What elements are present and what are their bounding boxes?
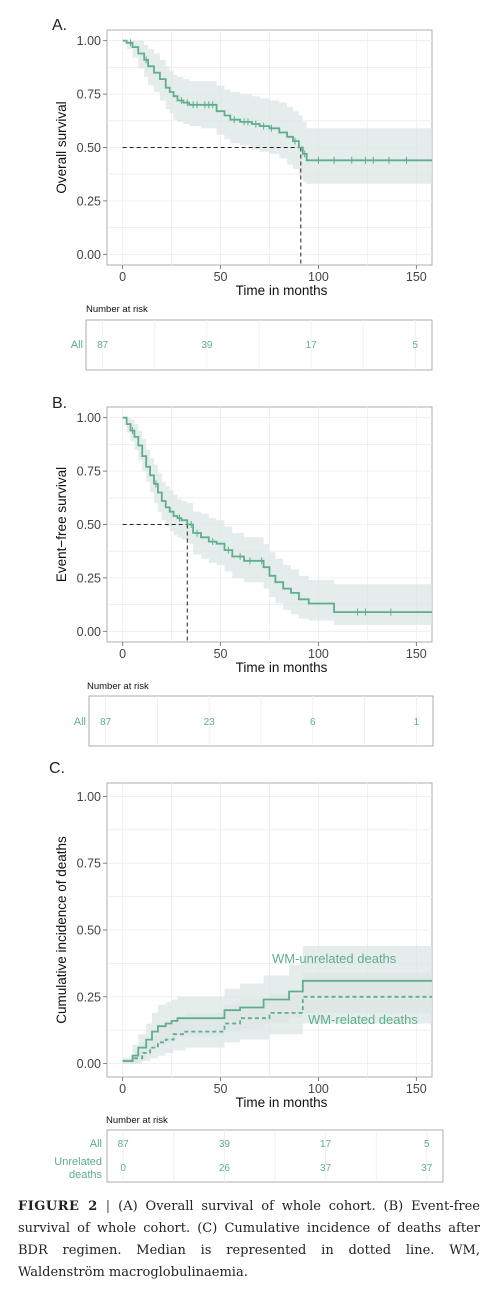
y-tick-label: 0.00: [77, 1057, 101, 1071]
risk-value: 17: [320, 1139, 332, 1150]
x-tick-label: 0: [119, 270, 126, 284]
y-axis-title: Event−free survival: [54, 467, 69, 582]
risk-value: 87: [118, 1139, 130, 1150]
series-line-1: [122, 39, 432, 162]
series-line-1: [122, 416, 432, 613]
x-tick-label: 150: [406, 647, 427, 661]
series-label-wm-related: WM-related deaths: [308, 1012, 418, 1027]
panel-label: C.: [49, 760, 65, 777]
x-axis-title: Time in months: [236, 283, 328, 298]
risk-table-title: Number at risk: [106, 1115, 168, 1126]
x-tick-label: 100: [308, 647, 329, 661]
chart-panel-3: C. WM-unrelated deaths WM-related deaths 0.…: [49, 760, 444, 1183]
y-tick-label: 0.50: [77, 924, 101, 938]
y-tick-label: 0.75: [77, 465, 101, 479]
risk-value: 39: [201, 340, 213, 351]
risk-row-label: All: [71, 339, 83, 351]
risk-row-label: Unrelated: [54, 1156, 102, 1168]
risk-row-label: deaths: [69, 1169, 103, 1181]
y-tick-label: 0.75: [77, 857, 101, 871]
y-axis-title: Cumulative incidence of deaths: [54, 836, 69, 1024]
risk-value: 17: [306, 340, 318, 351]
risk-value: 87: [100, 717, 112, 728]
figure-separator: |: [105, 1199, 111, 1214]
y-tick-label: 0.25: [77, 571, 101, 585]
risk-value: 5: [424, 1139, 430, 1150]
risk-table-title: Number at risk: [87, 681, 149, 692]
risk-table-title: Number at risk: [86, 304, 148, 315]
y-tick-label: 0.00: [77, 248, 101, 262]
risk-value: 23: [204, 717, 216, 728]
x-tick-label: 0: [119, 1082, 126, 1096]
chart-panel-1: A. 0.00 0.25 0.50 0.75 1.00 0 50 100 150 Time in m…: [52, 17, 433, 371]
confidence-band-2: [122, 972, 432, 1064]
x-tick-label: 50: [214, 647, 228, 661]
y-tick-label: 1.00: [77, 790, 101, 804]
x-tick-label: 150: [406, 1082, 427, 1096]
chart-panel-2: B. 0.00 0.25 0.50 0.75 1.00 0 50 100 150 Time in m…: [52, 395, 434, 747]
y-tick-label: 1.00: [77, 411, 101, 425]
risk-value: 39: [219, 1139, 231, 1150]
x-tick-label: 50: [214, 270, 228, 284]
risk-value: 26: [219, 1163, 231, 1174]
panel-label: B.: [52, 395, 67, 412]
x-tick-label: 150: [406, 270, 427, 284]
risk-value: 5: [413, 340, 419, 351]
risk-row-label: All: [90, 1138, 102, 1150]
x-tick-label: 0: [119, 647, 126, 661]
series-label-wm-unrelated: WM-unrelated deaths: [272, 951, 397, 966]
x-tick-label: 50: [214, 1082, 228, 1096]
x-tick-label: 100: [308, 270, 329, 284]
risk-value: 0: [120, 1163, 126, 1174]
panel-label: A.: [52, 17, 67, 34]
risk-value: 6: [310, 717, 316, 728]
confidence-band-1: [122, 40, 432, 184]
risk-value: 87: [97, 340, 109, 351]
x-tick-label: 100: [308, 1082, 329, 1096]
y-tick-label: 0.25: [77, 990, 101, 1004]
confidence-band-1: [122, 417, 432, 625]
series-line-1: [122, 979, 432, 1062]
y-tick-label: 0.50: [77, 518, 101, 532]
risk-value: 37: [421, 1163, 433, 1174]
risk-value: 1: [414, 717, 420, 728]
x-axis-title: Time in months: [236, 1095, 328, 1110]
risk-row-label: All: [74, 716, 86, 728]
figure-caption: FIGURE 2 | (A) Overall survival of whole c…: [18, 1196, 480, 1284]
risk-value: 37: [320, 1163, 332, 1174]
y-tick-label: 0.25: [77, 194, 101, 208]
y-axis-title: Overall survival: [54, 101, 69, 193]
y-tick-label: 0.75: [77, 88, 101, 102]
caption-text: (A) Overall survival of whole cohort. (B…: [18, 1199, 480, 1280]
series-line-2: [122, 995, 432, 1062]
y-tick-label: 0.50: [77, 141, 101, 155]
y-tick-label: 1.00: [77, 34, 101, 48]
x-axis-title: Time in months: [236, 660, 328, 675]
figure-label: FIGURE 2: [18, 1199, 98, 1214]
y-tick-label: 0.00: [77, 625, 101, 639]
